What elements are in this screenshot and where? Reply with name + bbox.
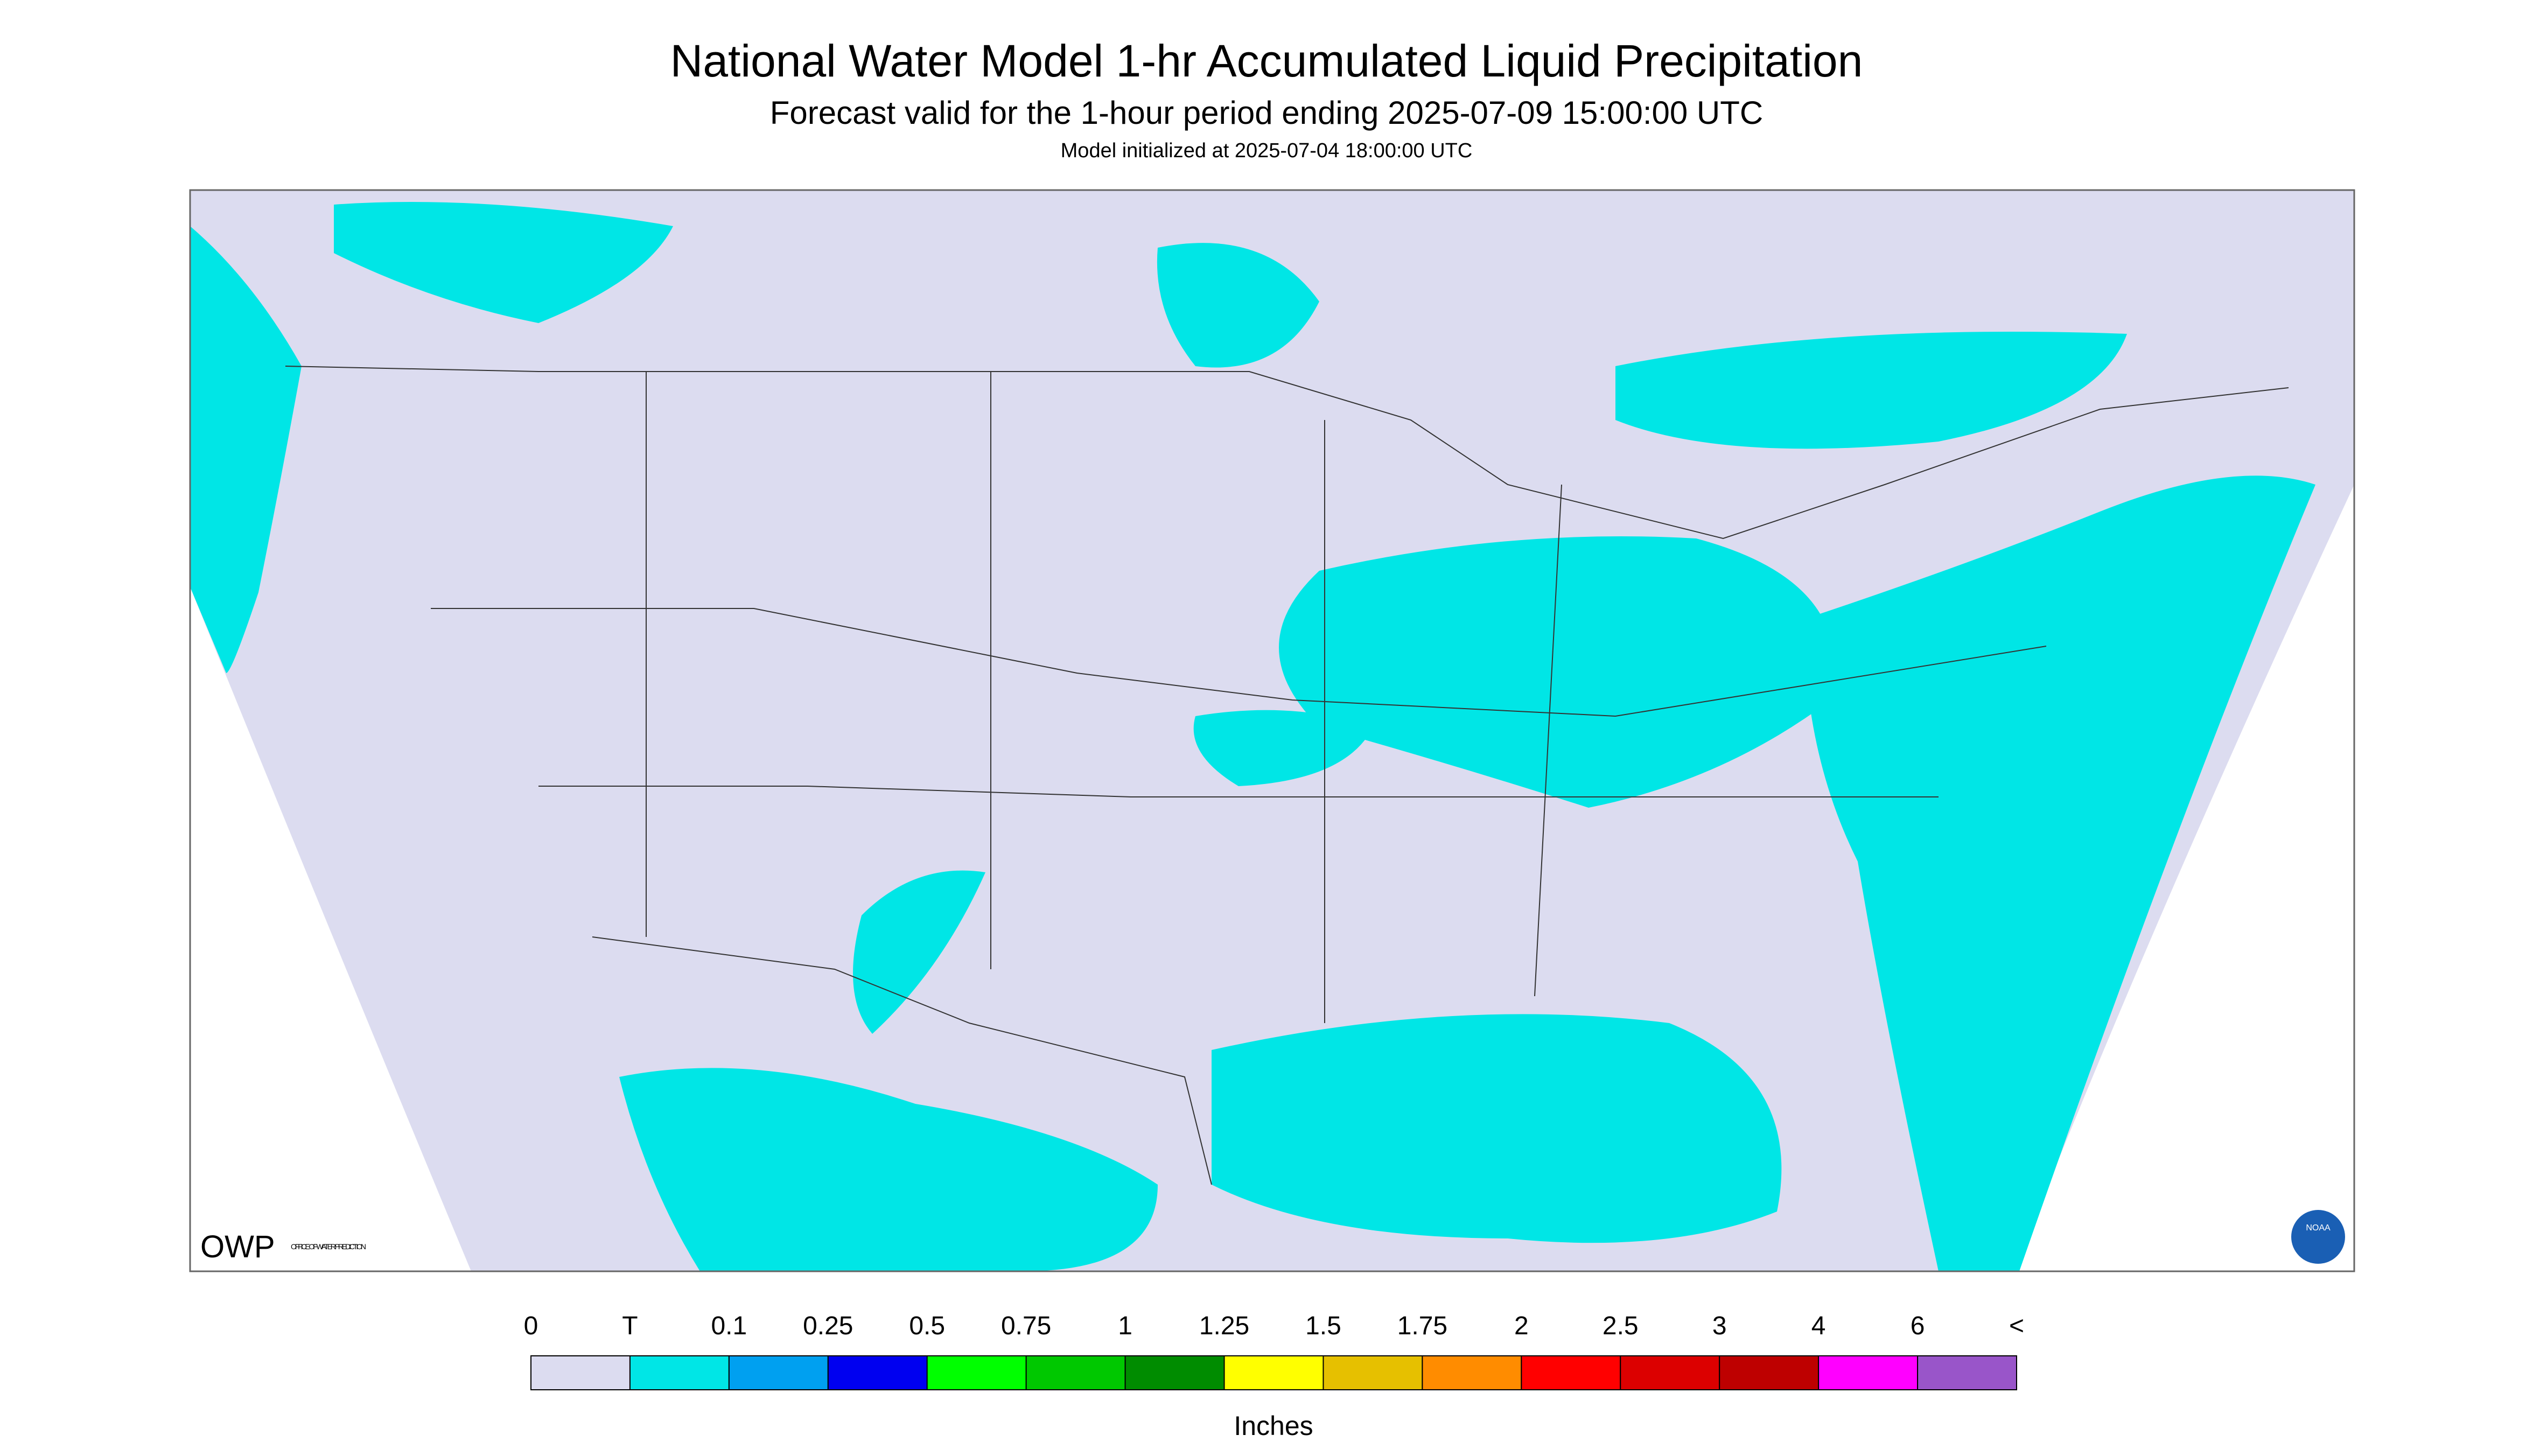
precip-area [1804,475,2315,1272]
precip-area [1157,243,1319,368]
legend-unit: Inches [1234,1411,1313,1441]
noaa-logo-text: NOAA [2306,1223,2331,1233]
boundaries [285,366,2289,1185]
legend-label: 0 [524,1312,538,1340]
legend-swatch [1620,1355,1720,1390]
legend-label: 1 [1118,1312,1132,1340]
legend-label: < [2009,1312,2024,1340]
logo-owp: OWP [200,1229,275,1264]
legend-label: 2.5 [1603,1312,1639,1340]
legend-swatch [1719,1355,1820,1390]
legend-swatch [1124,1355,1225,1390]
legend-swatch [926,1355,1027,1390]
precip-areas [190,202,2315,1272]
legend-swatch [1025,1355,1126,1390]
precip-area [619,1068,1158,1271]
init-note: Model initialized at 2025-07-04 18:00:00… [1061,139,1473,162]
subtitle: Forecast valid for the 1-hour period end… [770,95,1763,131]
legend-label: 6 [1911,1312,1925,1340]
legend-swatch [827,1355,928,1390]
legend-swatch [1323,1355,1423,1390]
logo-owp-sub: OFFICE OF WATER PREDICTION [291,1242,366,1251]
legend-swatch [1422,1355,1522,1390]
legend-label: 0.75 [1001,1312,1051,1340]
map: OWP OFFICE OF WATER PREDICTION NOAA [189,189,2355,1272]
map-frame [189,189,2355,1272]
legend-label: 0.1 [711,1312,747,1340]
legend-label: T [622,1312,638,1340]
precip-area [1212,1014,1782,1243]
legend-label: 1.25 [1199,1312,1249,1340]
legend-swatch [728,1355,829,1390]
legend-label: 3 [1712,1312,1727,1340]
border-line [592,936,1212,1185]
precip-area [853,870,985,1034]
noaa-logo [2291,1210,2345,1264]
precip-area [1279,536,1835,808]
legend-swatch [1521,1355,1621,1390]
precip-area [190,226,302,673]
border-line [538,786,1939,797]
legend: 0 T 0.1 0.25 0.5 0.75 1 1.25 1.5 1.75 2 2.5 3 4 6 < [524,1312,2024,1390]
title: National Water Model 1-hr Accumulated Li… [670,36,1863,86]
precip-area [1615,332,2127,449]
legend-label: 0.25 [803,1312,853,1340]
legend-label: 1.75 [1397,1312,1447,1340]
legend-label: 2 [1514,1312,1529,1340]
legend-label: 1.5 [1305,1312,1341,1340]
legend-label: 0.5 [909,1312,945,1340]
legend-swatch [1917,1355,2017,1390]
border-line [285,366,2289,540]
border-line [646,372,1562,1023]
border-line [431,608,2047,717]
legend-swatch [1818,1355,1919,1390]
legend-swatch [530,1355,631,1390]
legend-swatch [1223,1355,1324,1390]
legend-swatch [629,1355,730,1390]
legend-label: 4 [1811,1312,1826,1340]
precip-area [1193,710,1373,786]
precip-area [334,202,673,323]
